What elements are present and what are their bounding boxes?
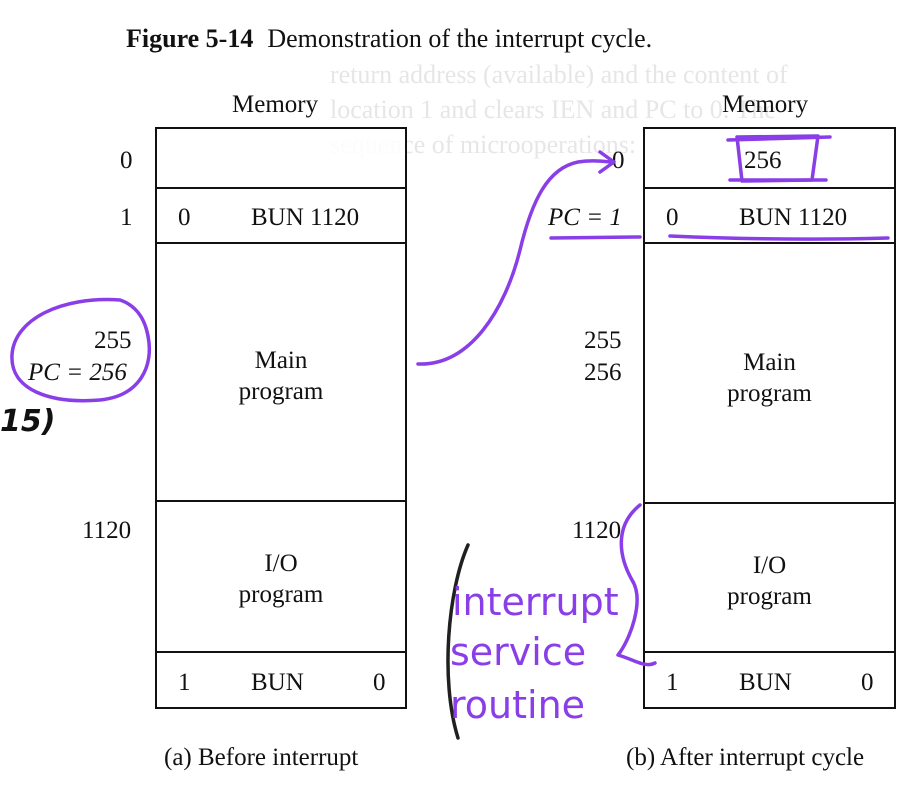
right-divider-3 — [645, 502, 894, 504]
left-memory-box — [155, 127, 407, 709]
right-last-op: BUN — [739, 669, 792, 696]
right-word0-value: 256 — [744, 147, 782, 174]
left-address-1120: 1120 — [82, 517, 132, 544]
io-brace — [616, 503, 657, 667]
left-io-program: I/O program — [155, 548, 407, 611]
left-word1-i-bit: 0 — [178, 204, 191, 231]
right-word1-i-bit: 0 — [666, 204, 679, 231]
left-main-line-1: Main — [254, 347, 308, 374]
left-subcaption: (a) Before interrupt — [164, 744, 359, 771]
right-address-256: 256 — [584, 359, 622, 386]
left-last-op: BUN — [251, 669, 304, 696]
left-divider-1 — [157, 187, 405, 189]
question-number-label: 15) — [0, 404, 56, 439]
pc-underline — [549, 235, 642, 240]
left-last-address: 0 — [373, 669, 386, 696]
interrupt-arrow — [416, 159, 614, 366]
bracket-annotation — [446, 543, 470, 740]
right-divider-2 — [645, 242, 894, 244]
right-last-address: 0 — [861, 669, 874, 696]
left-word1-instruction: BUN 1120 — [251, 204, 360, 231]
pc-circle-annotation — [10, 297, 152, 403]
right-address-0: 0 — [612, 147, 625, 174]
figure-number: Figure 5-14 — [126, 24, 254, 53]
background-text: location 1 and clears IEN and PC to 0. T… — [330, 95, 776, 124]
annotation-line-3: routine — [450, 683, 586, 727]
left-io-line-1: I/O — [264, 550, 298, 577]
box-around-256 — [735, 134, 820, 183]
box-around-256-top — [726, 135, 832, 142]
right-word1-instruction: BUN 1120 — [739, 204, 848, 231]
left-divider-4 — [157, 651, 405, 653]
right-divider-1 — [645, 187, 894, 189]
left-last-i-bit: 1 — [178, 669, 191, 696]
figure-caption: Demonstration of the interrupt cycle. — [267, 24, 653, 53]
left-address-255: 255 — [94, 327, 132, 354]
bun-underline — [668, 234, 890, 241]
left-address-1: 1 — [120, 204, 133, 231]
left-main-line-2: program — [238, 378, 324, 406]
left-divider-3 — [157, 500, 405, 502]
right-io-program: I/O program — [643, 550, 896, 613]
left-main-program: Main program — [155, 345, 407, 408]
left-memory-header: Memory — [232, 91, 319, 118]
right-main-line-2: program — [727, 380, 812, 408]
left-io-line-2: program — [238, 581, 324, 609]
right-divider-4 — [645, 651, 894, 653]
left-pc-label: PC = 256 — [28, 359, 127, 386]
figure-title: Figure 5-14 Demonstration of the interrup… — [126, 24, 652, 54]
annotation-line-1: interrupt — [452, 580, 619, 624]
right-subcaption: (b) After interrupt cycle — [626, 744, 865, 771]
right-address-1120: 1120 — [572, 517, 622, 544]
left-address-0: 0 — [120, 147, 133, 174]
right-io-line-1: I/O — [752, 552, 787, 579]
background-text: return address (available) and the conte… — [330, 60, 788, 89]
right-memory-box — [643, 127, 896, 709]
interrupt-arrow-head — [598, 150, 616, 174]
right-address-255: 255 — [584, 327, 622, 354]
right-io-line-2: program — [727, 583, 812, 611]
right-pc-label: PC = 1 — [548, 204, 622, 231]
right-main-program: Main program — [643, 347, 896, 410]
annotation-line-2: service — [450, 630, 587, 674]
right-main-line-1: Main — [743, 349, 796, 376]
right-memory-header: Memory — [722, 91, 809, 118]
right-last-i-bit: 1 — [666, 669, 679, 696]
left-divider-2 — [157, 242, 405, 244]
